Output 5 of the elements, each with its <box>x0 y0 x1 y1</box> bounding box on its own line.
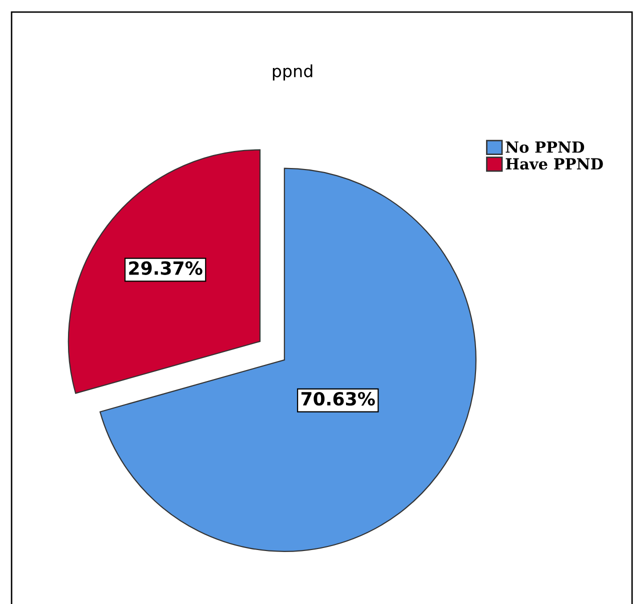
legend-label: Have PPND <box>506 158 603 170</box>
legend-label: No PPND <box>506 142 584 153</box>
data-label: 29.37% <box>129 261 202 275</box>
data-label: 70.63% <box>301 392 375 406</box>
chart-title: ppnd <box>272 64 312 81</box>
